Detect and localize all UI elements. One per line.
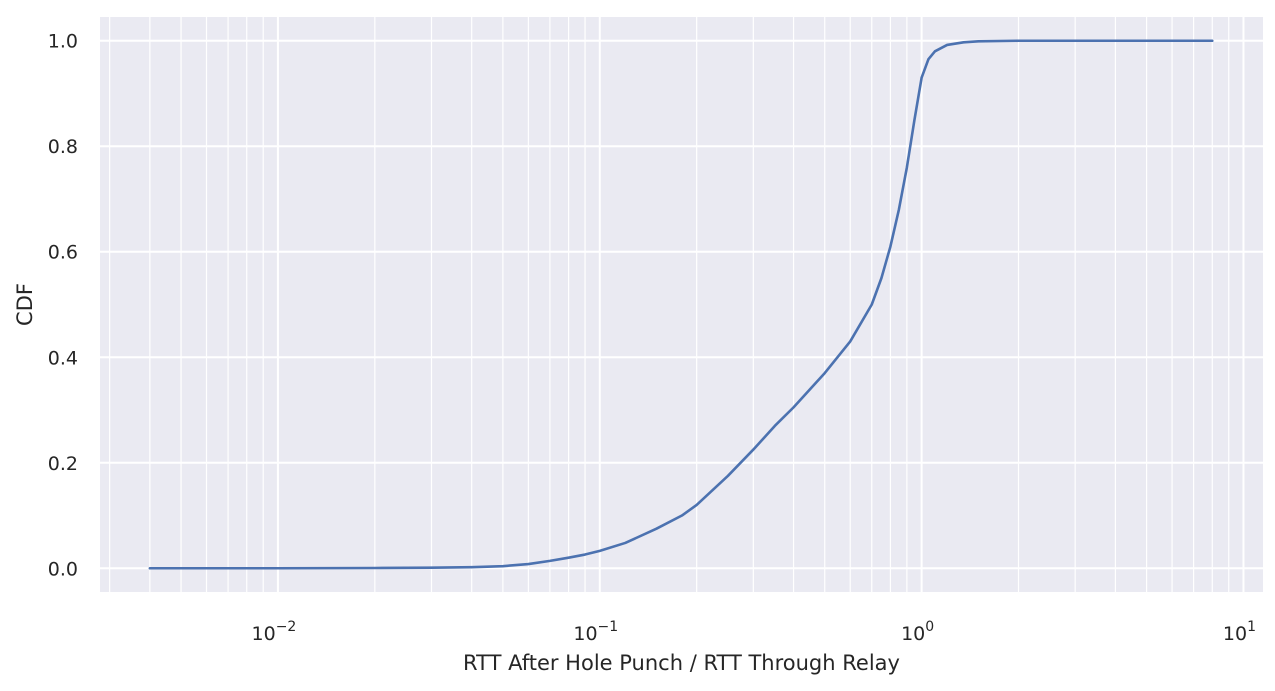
minor-gridlines xyxy=(109,17,1230,592)
x-tick-label: 100 xyxy=(901,619,934,645)
svg-text:100: 100 xyxy=(901,619,934,645)
svg-text:10−2: 10−2 xyxy=(252,619,297,645)
svg-text:101: 101 xyxy=(1223,619,1256,645)
x-tick-label: 10−2 xyxy=(252,619,297,645)
x-tick-label: 101 xyxy=(1223,619,1256,645)
series-layer xyxy=(148,39,1214,570)
y-tick-label: 0.4 xyxy=(48,347,78,369)
y-tick-label: 0.6 xyxy=(48,242,78,264)
x-axis-label: RTT After Hole Punch / RTT Through Relay xyxy=(463,651,900,675)
y-tick-labels: 0.0 0.2 0.4 0.6 0.8 1.0 xyxy=(48,31,78,581)
y-tick-label: 0.2 xyxy=(48,453,78,475)
y-tick-label: 0.0 xyxy=(48,558,78,580)
cdf-series-line xyxy=(148,39,1214,570)
svg-text:10−1: 10−1 xyxy=(573,619,618,645)
y-axis-label: CDF xyxy=(13,283,37,326)
y-tick-label: 0.8 xyxy=(48,136,78,158)
x-tick-labels: 10−2 10−1 100 101 xyxy=(252,619,1257,645)
x-tick-label: 10−1 xyxy=(573,619,618,645)
plot-area xyxy=(100,17,1263,592)
y-tick-label: 1.0 xyxy=(48,31,78,53)
